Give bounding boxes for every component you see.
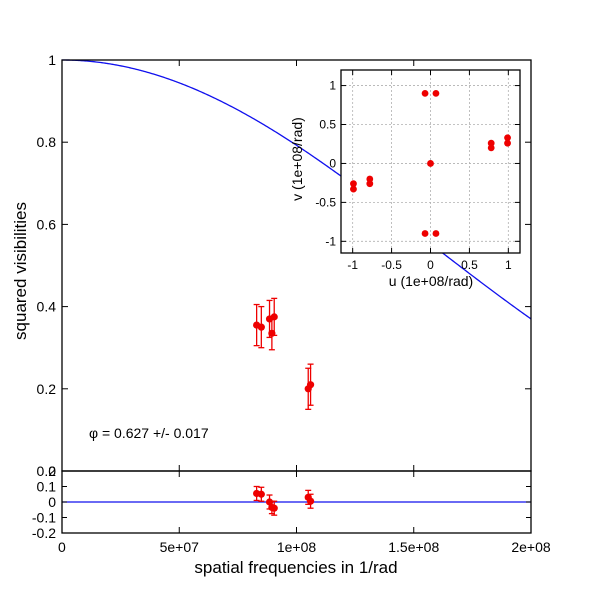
uv-point	[504, 139, 511, 147]
uv-point	[432, 89, 440, 97]
x-tick-label: 1	[505, 258, 512, 272]
uv-point	[366, 180, 374, 188]
y-tick-label: -0.2	[32, 525, 56, 541]
y-tick-label: 0.6	[37, 216, 57, 232]
uv-point	[427, 160, 434, 167]
x-tick-label: 0	[58, 539, 66, 555]
y-tick-label: -1	[325, 234, 336, 248]
y-tick-label: 0.2	[37, 463, 57, 479]
fit-result-annotation: φ = 0.627 +/- 0.017	[89, 425, 209, 441]
residual-plot: 0 5e+07 1e+08 1.5e+08 2e+08-0.2-0.100.10.2	[32, 463, 551, 555]
data-point	[306, 381, 315, 389]
y-tick-label: 1	[329, 79, 336, 93]
inset-frame	[340, 69, 521, 254]
uv-point	[504, 134, 511, 142]
x-tick-label: -0.5	[381, 258, 402, 272]
uv-point	[421, 89, 429, 97]
uv-point	[432, 230, 440, 237]
uv-point	[421, 230, 429, 237]
y-tick-label: -0.1	[32, 510, 56, 526]
y-tick-label: 0.8	[37, 134, 57, 150]
uv-x-axis-label: u (1e+08/rad)	[389, 273, 473, 289]
uv-point	[366, 175, 374, 183]
y-tick-label: -0.5	[315, 195, 336, 209]
x-tick-label: 1e+08	[277, 539, 317, 555]
x-tick-label: 2e+08	[511, 539, 551, 555]
data-point	[270, 313, 278, 321]
main-x-axis-label: spatial frequencies in 1/rad	[194, 558, 397, 577]
y-tick-label: 0	[329, 156, 336, 170]
uv-point	[350, 185, 357, 193]
y-tick-label: 0	[48, 494, 56, 510]
residual-plot-frame	[61, 470, 532, 534]
y-tick-label: 0.4	[37, 299, 57, 315]
y-tick-label: 0.1	[37, 479, 57, 495]
model-curve	[62, 59, 532, 320]
x-tick-label: -1	[347, 258, 358, 272]
uv-point	[487, 139, 495, 147]
x-tick-label: 1.5e+08	[388, 539, 439, 555]
x-tick-label: 5e+07	[160, 539, 200, 555]
x-tick-label: 0.5	[461, 258, 478, 272]
uv-y-axis-label: v (1e+08/rad)	[289, 117, 305, 201]
y-tick-label: 0	[48, 463, 56, 479]
uv-point	[350, 180, 357, 188]
uv-coverage-inset: -1 -0.5 0 0.5 1 -1 -0.5 0 0.5 1	[315, 69, 521, 272]
y-tick-label: 0.2	[37, 381, 57, 397]
residual-point	[270, 504, 278, 512]
y-tick-label: 1	[48, 52, 56, 68]
residual-point	[306, 497, 315, 505]
y-tick-label: 0.5	[319, 118, 336, 132]
main-y-axis-label: squared visibilities	[11, 202, 30, 340]
data-point	[257, 323, 265, 331]
x-tick-label: 0	[427, 258, 434, 272]
residual-point	[257, 490, 265, 498]
uv-point	[487, 144, 495, 152]
